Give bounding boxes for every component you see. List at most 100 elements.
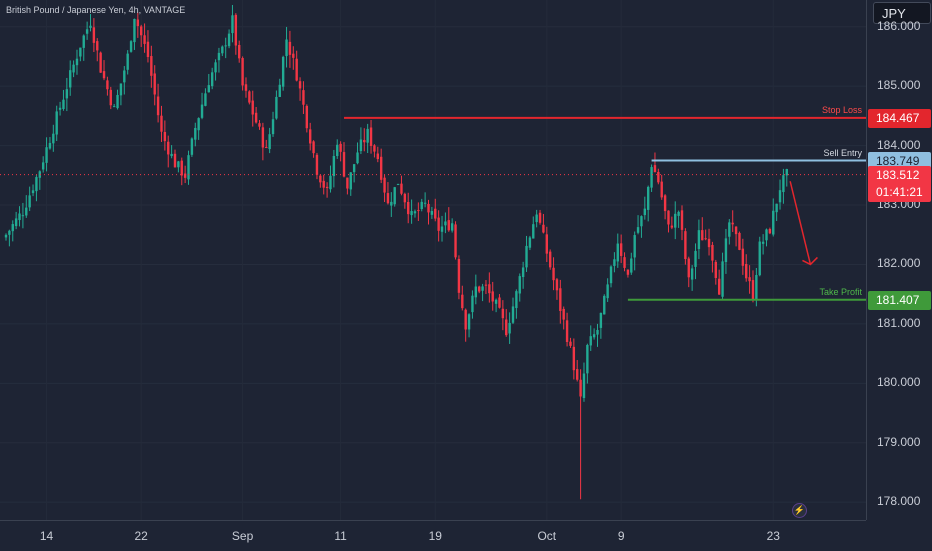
candle-body	[599, 312, 603, 328]
candle-body	[41, 162, 45, 170]
candle-body	[623, 257, 626, 268]
candle-body	[751, 280, 755, 300]
candle-body	[244, 84, 248, 91]
candle-body	[227, 33, 231, 47]
candle-body	[288, 41, 292, 55]
candle-body	[741, 248, 745, 266]
time-tick-label: 22	[134, 529, 148, 543]
price-chart[interactable]	[0, 0, 866, 520]
time-axis[interactable]: 14 22 Sep 11 19 Oct 9 23	[0, 520, 866, 551]
candle-body	[129, 41, 133, 52]
candle-body	[332, 155, 336, 177]
candle-body	[461, 294, 464, 309]
candle-body	[403, 193, 407, 203]
take-profit-price-label: 181.407	[868, 290, 931, 310]
candle-body	[210, 72, 214, 87]
candle-body	[474, 286, 478, 298]
candle-body	[582, 373, 586, 398]
candle-body	[768, 228, 772, 234]
candle-body	[55, 111, 58, 135]
candle-body	[562, 308, 565, 320]
candle-body	[663, 195, 667, 212]
candle-body	[18, 213, 21, 221]
candle-body	[707, 238, 711, 248]
candle-body	[640, 216, 643, 227]
candle-body	[447, 220, 450, 231]
candle-body	[187, 155, 190, 180]
candle-body	[194, 127, 197, 140]
candle-body	[190, 138, 194, 155]
candle-body	[153, 73, 156, 95]
arrow-shaft	[789, 181, 812, 265]
candle-body	[542, 224, 545, 233]
candle-body	[112, 106, 116, 108]
candle-body	[163, 131, 167, 142]
candle-body	[28, 195, 31, 208]
take-profit-label: Take Profit	[819, 286, 862, 297]
candle-body	[684, 231, 687, 260]
candle-body	[96, 41, 99, 51]
bar-countdown: 01:41:21	[876, 184, 923, 199]
candle-body	[619, 243, 623, 256]
candle-body	[72, 64, 75, 73]
candle-body	[197, 118, 200, 131]
candle-body	[417, 210, 420, 212]
candle-body	[396, 183, 400, 185]
candle-body	[58, 107, 62, 110]
candle-body	[254, 112, 258, 123]
time-tick-label: 9	[617, 529, 625, 543]
price-tick-label: 180.000	[877, 375, 921, 390]
candle-body	[48, 142, 52, 149]
candle-body	[305, 105, 309, 129]
candle-body	[677, 211, 680, 216]
candle-body	[559, 288, 562, 311]
candle-body	[653, 165, 657, 173]
candle-body	[711, 244, 714, 261]
candle-body	[183, 173, 187, 178]
lightning-icon[interactable]: ⚡	[792, 503, 807, 518]
grid	[0, 0, 866, 520]
candle-body	[498, 297, 501, 308]
candle-body	[592, 334, 596, 338]
candle-body	[660, 181, 663, 198]
candle-body	[420, 201, 423, 210]
candle-body	[765, 229, 768, 241]
price-tick-label: 181.000	[877, 315, 921, 330]
currency-button[interactable]: JPY	[873, 2, 931, 24]
candle-body	[160, 115, 163, 132]
candle-body	[647, 186, 650, 210]
price-tick-label: 185.000	[877, 78, 921, 93]
candle-body	[457, 258, 461, 293]
candle-body	[758, 241, 761, 276]
time-tick-label: 14	[39, 529, 54, 543]
candle-body	[548, 251, 552, 268]
price-axis[interactable]: JPY 186.000 185.000 184.000 183.000 182.000 1…	[866, 0, 932, 520]
candle-body	[261, 127, 265, 148]
candle-body	[579, 379, 582, 397]
candle-body	[690, 268, 694, 280]
candle-body	[670, 225, 674, 228]
candle-body	[275, 96, 278, 119]
candle-body	[214, 62, 217, 73]
candle-body	[271, 119, 275, 135]
candle-body	[346, 177, 349, 189]
candle-body	[143, 35, 146, 44]
candle-body	[532, 224, 535, 239]
candle-body	[674, 213, 677, 228]
candle-body	[366, 128, 369, 143]
candle-body	[356, 152, 359, 164]
candle-body	[538, 212, 542, 223]
candle-body	[62, 99, 65, 110]
candle-body	[156, 96, 160, 116]
candle-body	[21, 215, 25, 217]
chart-area[interactable]: British Pound / Japanese Yen, 4h, VANTAG…	[0, 0, 866, 520]
candle-body	[69, 70, 72, 88]
candle-body	[714, 261, 717, 278]
candle-body	[136, 19, 140, 27]
candle-body	[241, 58, 244, 86]
levels	[0, 116, 866, 301]
candle-body	[342, 152, 346, 177]
candle-body	[133, 18, 136, 43]
candle-body	[386, 193, 390, 204]
candle-body	[464, 309, 467, 330]
